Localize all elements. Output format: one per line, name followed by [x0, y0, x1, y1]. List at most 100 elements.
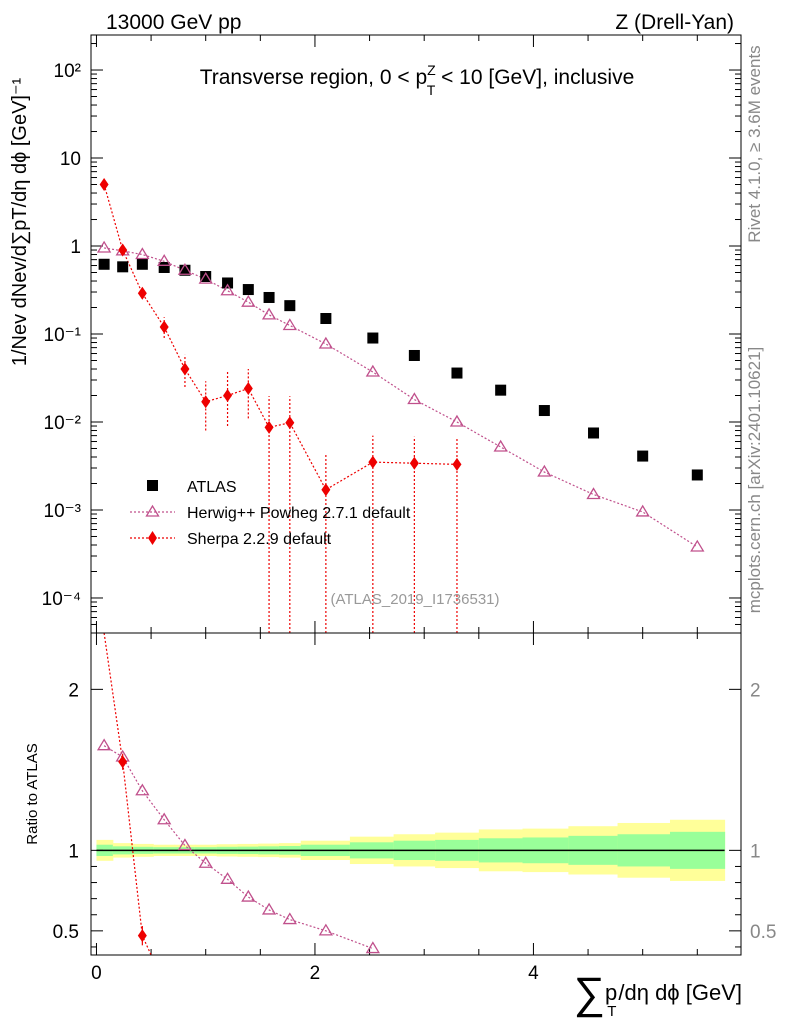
ratio-axis-ticks — [91, 633, 741, 955]
sherpa-ratio-line — [103, 632, 152, 956]
herwig-point — [318, 336, 334, 349]
sherpa-point — [201, 395, 211, 409]
atlas-point — [117, 261, 129, 273]
herwig-point — [586, 487, 601, 500]
atlas-point — [263, 291, 275, 303]
main-data-marks — [96, 178, 705, 633]
herwig-ratio-point — [261, 902, 277, 915]
ratio-x-tick-label: 4 — [528, 963, 539, 984]
herwig-ratio-point — [365, 941, 380, 954]
herwig-point — [365, 364, 380, 377]
ratio-x-tick-label: 0 — [91, 963, 102, 984]
header-right: Z (Drell-Yan) — [615, 11, 734, 34]
ratio-y-axis-label: Ratio to ATLAS — [24, 743, 41, 844]
legend-item-atlas: ATLAS — [147, 479, 237, 496]
legend-label-atlas: ATLAS — [187, 479, 237, 496]
atlas-point — [222, 277, 234, 289]
herwig-ratio-point — [157, 812, 172, 825]
herwig-point — [96, 240, 112, 253]
ratio-data-marks — [96, 632, 380, 956]
herwig-point — [135, 247, 150, 260]
sherpa-point — [285, 416, 295, 430]
herwig-ratio-line — [103, 745, 374, 950]
legend-triangle-marker — [145, 504, 160, 517]
ratio-frame — [90, 632, 742, 956]
herwig-point — [177, 263, 193, 275]
herwig-point — [261, 307, 277, 320]
atlas-point — [179, 264, 191, 276]
main-axis-ticks — [91, 35, 741, 634]
sherpa-ratio-point — [118, 755, 128, 769]
legend-item-sherpa: Sherpa 2.2.9 default — [130, 531, 332, 548]
sherpa-point — [452, 457, 462, 471]
herwig-ratio-point — [177, 838, 193, 851]
ratio-y-tick-label: 2 — [68, 680, 79, 701]
atlas-point — [691, 469, 703, 481]
atlas-point — [495, 384, 507, 396]
herwig-point — [241, 294, 256, 307]
ratio-x-tick-label: 2 — [310, 963, 321, 984]
legend-square-marker — [147, 480, 158, 491]
herwig-point — [449, 414, 465, 427]
ratio-y-tick-label-right: 0.5 — [750, 922, 776, 943]
sherpa-line — [103, 184, 457, 491]
atlas-point — [98, 258, 110, 270]
ratio-y-tick-label: 1 — [68, 841, 79, 862]
rivet-label: Rivet 4.1.0, ≥ 3.6M events — [745, 45, 764, 242]
ratio-y-tick-label: 0.5 — [53, 922, 79, 943]
ratio-y-tick-label-right: 1 — [750, 841, 761, 862]
sherpa-point — [243, 382, 253, 396]
ratio-y-tick-label-right: 2 — [750, 680, 761, 701]
atlas-point — [637, 450, 649, 462]
herwig-point — [537, 464, 552, 477]
main-title: Transverse region, 0 < pZ T < 10 [GeV], i… — [200, 62, 635, 98]
atlas-point — [284, 300, 296, 312]
main-y-tick-label: 1 — [70, 237, 81, 258]
herwig-point — [282, 318, 297, 331]
atlas-point — [158, 261, 170, 273]
legend-label-sherpa: Sherpa 2.2.9 default — [187, 531, 332, 548]
atlas-point — [588, 427, 600, 439]
main-y-tick-label: 10⁻³ — [44, 501, 82, 522]
herwig-point — [157, 254, 172, 266]
main-y-tick-label: 10⁻² — [44, 413, 82, 434]
mcplots-label: mcplots.cern.ch [arXiv:2401.10621] — [745, 347, 764, 613]
main-y-tick-label: 10 — [60, 149, 81, 170]
herwig-ratio-point — [220, 872, 235, 884]
herwig-ratio-point — [318, 923, 334, 936]
x-axis-label: ∑p T/dη dϕ [GeV] — [574, 969, 742, 1020]
ratio-y-tick-labels: 0.5 0.5 1 1 2 2 — [53, 680, 777, 943]
sherpa-point — [368, 455, 378, 469]
herwig-ratio-point — [135, 783, 150, 796]
herwig-point — [407, 392, 422, 405]
sherpa-point — [264, 420, 274, 434]
herwig-point — [635, 504, 650, 517]
herwig-line — [104, 247, 698, 548]
main-y-tick-label: 10⁻¹ — [44, 325, 82, 346]
main-y-tick-label: 10⁻⁴ — [42, 589, 81, 610]
sherpa-point — [180, 362, 190, 376]
herwig-ratio-point — [241, 889, 256, 902]
herwig-point — [198, 271, 213, 284]
herwig-point — [220, 283, 235, 296]
main-y-axis-label: 1/Nev dNev/d∑pT/dη dϕ [GeV]⁻¹ — [9, 77, 31, 366]
herwig-point — [690, 539, 705, 552]
sherpa-point — [137, 286, 147, 300]
atlas-point — [538, 405, 550, 417]
atlas-point — [320, 313, 332, 325]
herwig-ratio-point — [282, 912, 297, 925]
ratio-frame-top — [90, 632, 742, 956]
sherpa-point — [409, 456, 419, 470]
legend-item-herwig: Herwig++ Powheg 2.7.1 default — [130, 504, 411, 522]
legend: ATLAS Herwig++ Powheg 2.7.1 default Sher… — [130, 479, 411, 548]
herwig-ratio-point — [96, 738, 112, 751]
sherpa-point — [223, 389, 233, 403]
sherpa-point — [118, 243, 128, 257]
sherpa-point — [99, 178, 109, 191]
sherpa-point — [159, 320, 169, 334]
legend-label-herwig: Herwig++ Powheg 2.7.1 default — [187, 505, 411, 522]
ratio-x-tick-labels: 0 2 4 — [91, 963, 539, 984]
header-left: 13000 GeV pp — [106, 11, 241, 34]
atlas-point — [242, 284, 254, 296]
